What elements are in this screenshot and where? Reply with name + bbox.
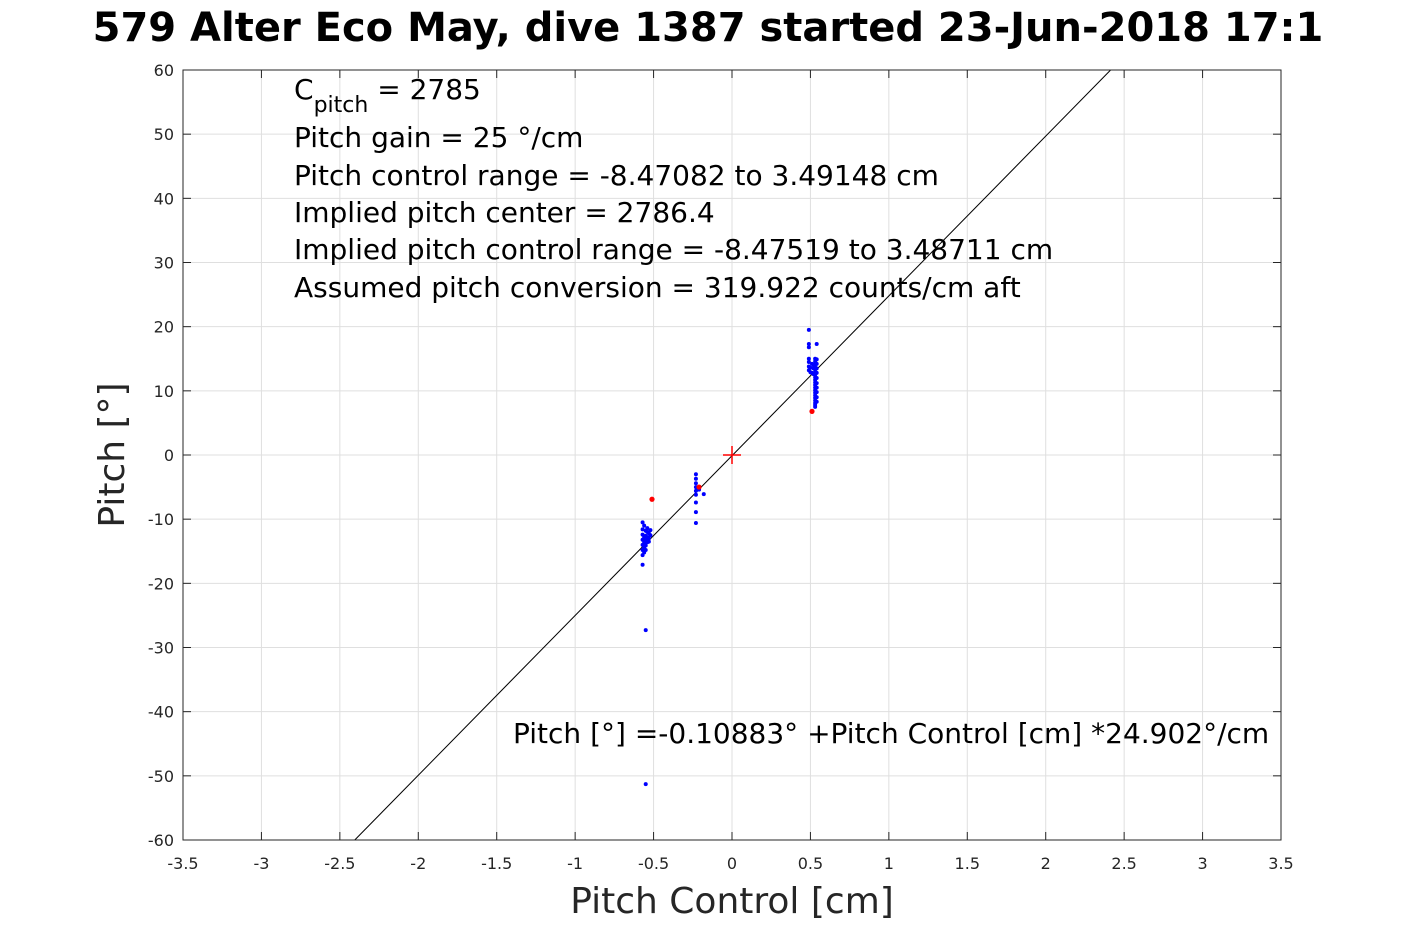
x-tick-label: 2 <box>1041 854 1051 873</box>
y-tick-label: 40 <box>154 189 174 208</box>
data-point <box>814 399 819 404</box>
data-point <box>643 547 648 552</box>
data-point <box>814 341 819 346</box>
data-point <box>646 536 651 541</box>
highlighted-data-point <box>809 408 815 414</box>
x-tick-label: -3.5 <box>167 854 198 873</box>
data-point <box>806 345 811 350</box>
data-point <box>814 376 819 380</box>
highlighted-data-point <box>696 484 702 490</box>
x-tick-label: 2.5 <box>1111 854 1136 873</box>
x-tick-label: -3 <box>253 854 269 873</box>
y-tick-label: -40 <box>148 703 174 722</box>
data-point <box>640 527 645 532</box>
annotation-pitch-conversion: Assumed pitch conversion = 319.922 count… <box>294 271 1021 304</box>
x-tick-label: -1 <box>567 854 583 873</box>
data-point <box>814 370 819 375</box>
axes: -3.5 -3 -2.5 -2 -1.5 -1 -0.5 0 0.5 1 1.5 2 2.5 3 3.5 60… <box>148 61 1294 873</box>
data-point <box>814 357 819 362</box>
data-point <box>814 361 819 366</box>
annotation-implied-control-range: Implied pitch control range = -8.47519 t… <box>294 233 1053 266</box>
x-tick-label: -0.5 <box>638 854 669 873</box>
data-point <box>693 488 698 493</box>
c-pitch-symbol: C <box>294 73 314 106</box>
data-point <box>693 472 698 477</box>
highlighted-data-point <box>649 496 655 502</box>
data-point <box>640 520 645 525</box>
data-point <box>813 404 818 409</box>
data-point <box>643 782 648 787</box>
fit-equation: Pitch [°] =-0.10883° +Pitch Control [cm]… <box>513 717 1269 750</box>
data-point <box>814 366 819 371</box>
x-tick-label: -2.5 <box>324 854 355 873</box>
data-point <box>806 327 811 332</box>
y-tick-label: -60 <box>148 831 174 850</box>
data-point <box>646 539 651 544</box>
data-point <box>643 543 648 548</box>
data-point <box>814 385 819 390</box>
y-tick-label: 50 <box>154 125 174 144</box>
data-point <box>693 492 698 497</box>
data-point <box>693 476 698 481</box>
y-tick-label: 20 <box>154 318 174 337</box>
y-tick-label: -30 <box>148 639 174 658</box>
x-tick-label: 1 <box>884 854 894 873</box>
y-axis-label: Pitch [°] <box>92 382 133 527</box>
x-tick-label: 0 <box>727 854 737 873</box>
data-point <box>814 381 819 386</box>
y-tick-label: -10 <box>148 510 174 529</box>
data-point <box>808 365 813 370</box>
data-point <box>642 523 647 528</box>
y-tick-label: -20 <box>148 574 174 593</box>
data-point <box>814 390 819 395</box>
data-point <box>645 526 650 531</box>
data-point <box>648 528 653 533</box>
data-points <box>640 327 819 787</box>
annotation-implied-pitch-center: Implied pitch center = 2786.4 <box>294 196 715 229</box>
data-point <box>693 521 698 526</box>
data-point <box>701 492 706 497</box>
y-tick-label: 0 <box>164 446 174 465</box>
data-point <box>814 395 819 400</box>
data-point <box>693 510 698 515</box>
y-tick-label: -50 <box>148 767 174 786</box>
annotation-pitch-control-range: Pitch control range = -8.47082 to 3.4914… <box>294 159 939 192</box>
data-point <box>806 359 811 364</box>
y-tick-label: 60 <box>154 61 174 80</box>
x-tick-label: -2 <box>410 854 426 873</box>
x-tick-label: 3.5 <box>1268 854 1293 873</box>
data-point <box>643 628 648 633</box>
data-point <box>806 356 811 361</box>
data-point <box>640 562 645 567</box>
data-point <box>693 500 698 505</box>
x-tick-label: 1.5 <box>955 854 980 873</box>
c-pitch-annotation: Cpitch = 2785 <box>294 73 481 118</box>
x-tick-label: -1.5 <box>481 854 512 873</box>
x-tick-label: 3 <box>1197 854 1207 873</box>
x-tick-label: 0.5 <box>798 854 823 873</box>
y-tick-label: 30 <box>154 254 174 273</box>
y-tick-label: 10 <box>154 382 174 401</box>
data-point <box>693 481 698 486</box>
c-pitch-subscript: pitch <box>314 93 369 118</box>
c-pitch-value: = 2785 <box>368 73 481 106</box>
data-point <box>806 341 811 346</box>
data-point <box>648 533 653 538</box>
x-axis-label: Pitch Control [cm] <box>570 881 894 922</box>
annotation-pitch-gain: Pitch gain = 25 °/cm <box>294 121 583 154</box>
center-marker-group <box>723 446 741 464</box>
chart-title: 579 Alter Eco May, dive 1387 started 23-… <box>92 5 1324 51</box>
